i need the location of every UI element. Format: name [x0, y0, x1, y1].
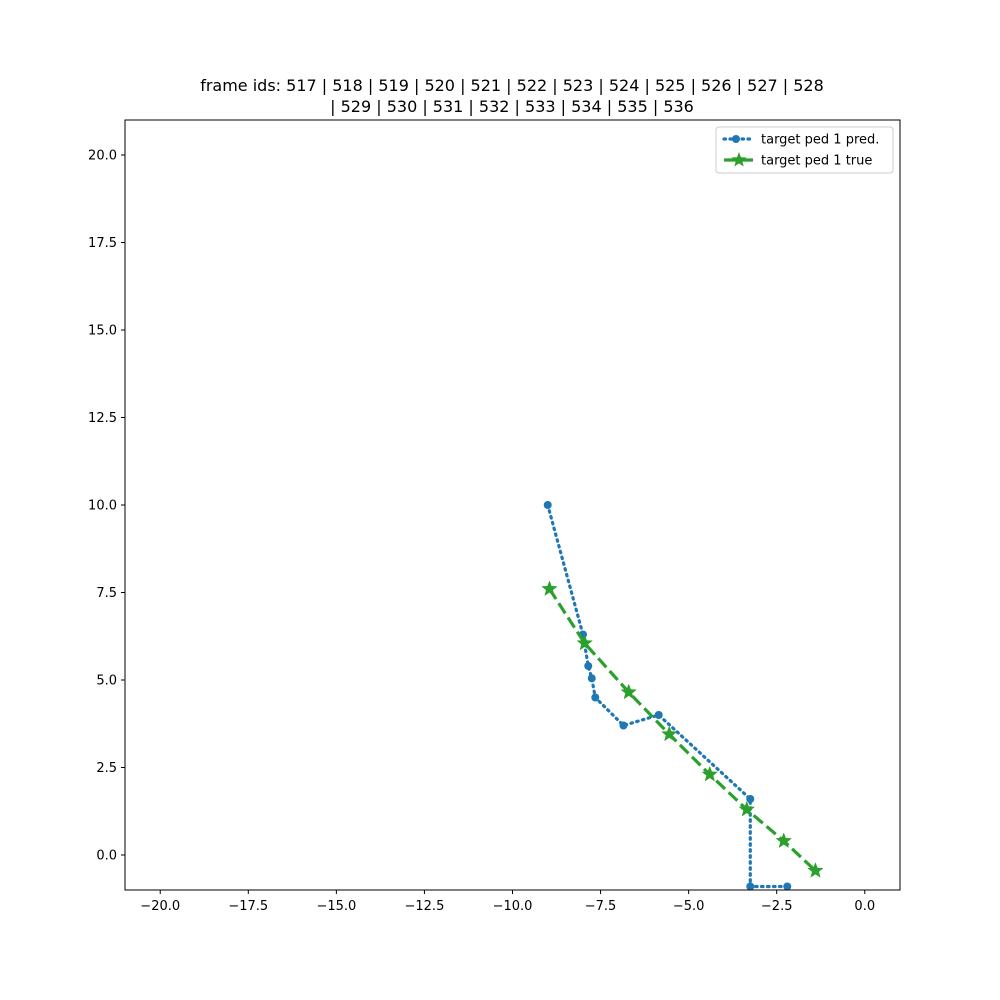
- series-2-point: [576, 634, 593, 651]
- y-tick-label: 17.5: [88, 236, 117, 251]
- legend-marker-1: [732, 135, 740, 143]
- legend-marker-2: [731, 152, 747, 167]
- legend-box: [715, 126, 894, 174]
- series-2-point: [541, 580, 558, 597]
- series-2-point: [738, 800, 756, 817]
- x-axis: −20.0 −17.5 −15.0 −12.5 −10.0 −7.5 −5.0 −2.5 0.0: [140, 890, 875, 914]
- y-tick-label: 15.0: [88, 324, 117, 339]
- y-tick-label: 10.0: [88, 499, 117, 514]
- legend-label-2: target ped 1 true: [761, 154, 872, 169]
- y-tick-label: 0.0: [96, 849, 117, 864]
- series-2-point: [620, 683, 638, 700]
- y-tick-label: 7.5: [96, 586, 117, 601]
- y-tick-label: 20.0: [88, 149, 117, 164]
- series-2-point: [807, 862, 824, 878]
- series-1-point: [587, 674, 596, 683]
- y-tick-label: 5.0: [96, 674, 117, 689]
- chart-title-line-2: | 529 | 530 | 531 | 532 | 533 | 534 | 53…: [330, 97, 694, 116]
- x-tick-label: −20.0: [140, 899, 180, 914]
- x-tick-label: −2.5: [761, 899, 793, 914]
- y-tick-label: 12.5: [88, 411, 117, 426]
- x-tick-label: −15.0: [316, 899, 356, 914]
- y-tick-label: 2.5: [96, 761, 117, 776]
- legend-label-1: target ped 1 pred.: [761, 133, 879, 148]
- legend: target ped 1 pred. target ped 1 true: [715, 126, 894, 174]
- x-tick-label: 0.0: [854, 899, 875, 914]
- x-tick-label: −12.5: [405, 899, 445, 914]
- series-2-point: [775, 832, 793, 849]
- chart-title-line-1: frame ids: 517 | 518 | 519 | 520 | 521 |…: [200, 76, 824, 95]
- series-1-line: [546, 503, 789, 889]
- series-1-point: [584, 662, 593, 670]
- series-1-point: [654, 711, 663, 719]
- y-axis: 0.0 2.5 5.0 7.5 10.0 12.5 15.0 17.5 20.0: [88, 149, 125, 864]
- plot-series: [541, 501, 824, 890]
- series-2-point: [660, 725, 678, 742]
- series-1-point: [543, 501, 552, 509]
- x-tick-label: −7.5: [585, 899, 617, 914]
- plot-frame: [124, 119, 901, 891]
- series-1-point: [783, 882, 792, 890]
- series-1-point: [619, 721, 628, 730]
- series-2-point: [701, 765, 719, 782]
- x-tick-label: −17.5: [228, 899, 268, 914]
- x-tick-label: −10.0: [493, 899, 533, 914]
- series-1-point: [746, 795, 755, 803]
- series-2-line: [548, 588, 817, 872]
- series-1-point: [746, 882, 755, 890]
- x-tick-label: −5.0: [673, 899, 705, 914]
- series-1-point: [591, 693, 600, 702]
